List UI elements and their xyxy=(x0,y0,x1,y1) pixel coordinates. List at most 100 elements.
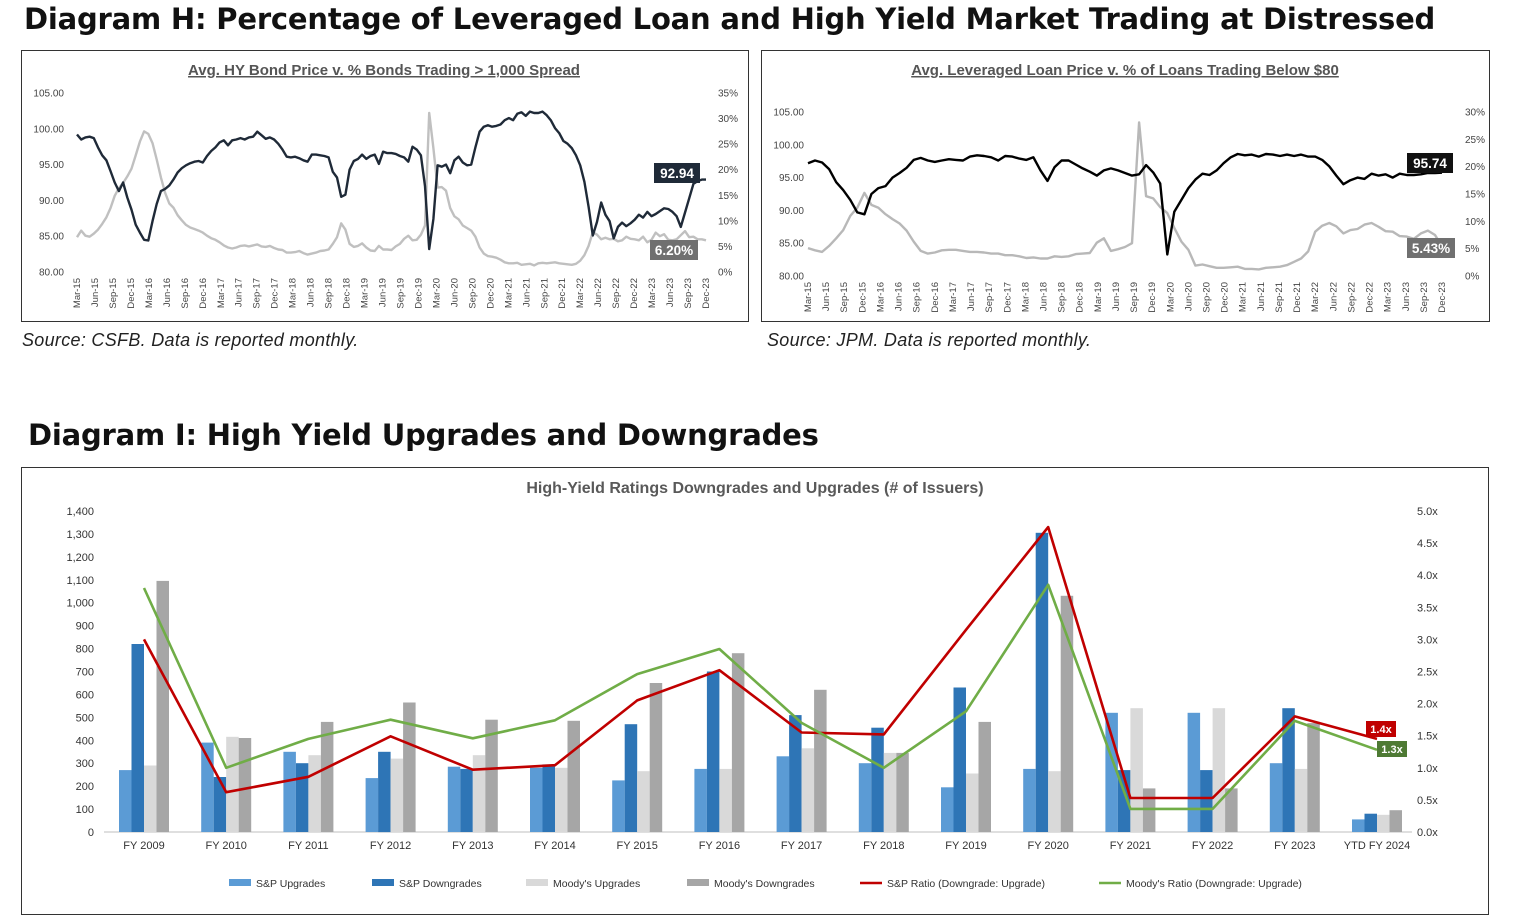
y-right-tick-label: 35% xyxy=(718,89,738,100)
y-right-tick-label: 0.0x xyxy=(1417,827,1438,839)
x-tick-label: Dec-15 xyxy=(857,282,868,313)
y-left-tick-label: 900 xyxy=(76,621,94,633)
s-p-upgrades-bar xyxy=(283,751,296,833)
hy-source-note: Source: CSFB. Data is reported monthly. xyxy=(22,330,359,350)
x-category-label: FY 2012 xyxy=(370,840,411,852)
y-left-tick-label: 80.00 xyxy=(779,272,804,283)
x-category-label: YTD FY 2024 xyxy=(1344,840,1410,852)
y-left-tick-label: 105.00 xyxy=(773,108,804,119)
y-right-tick-label: 3.5x xyxy=(1417,602,1438,614)
s-p-upgrades-bar xyxy=(365,778,379,832)
s-p-downgrades-bar xyxy=(871,727,884,832)
x-tick-label: Dec-21 xyxy=(557,278,568,309)
chart-title: High-Yield Ratings Downgrades and Upgrad… xyxy=(526,480,983,497)
y-left-tick-label: 1,100 xyxy=(66,575,94,587)
s-p-downgrades-bar xyxy=(1200,770,1213,832)
s-p-downgrades-bar xyxy=(295,763,309,832)
x-tick-label: Dec-16 xyxy=(930,282,941,313)
moody-s-downgrades-bar xyxy=(320,721,334,832)
y-right-tick-label: 15% xyxy=(718,191,738,202)
x-tick-label: Sep-21 xyxy=(539,278,550,309)
x-tick-label: Dec-16 xyxy=(198,278,209,309)
x-tick-label: Mar-18 xyxy=(1020,282,1031,312)
y-right-tick-label: 25% xyxy=(718,140,738,151)
y-left-tick-label: 90.00 xyxy=(39,196,64,207)
y-left-tick-label: 1,000 xyxy=(66,598,94,610)
x-category-label: FY 2023 xyxy=(1274,840,1315,852)
moody-s-downgrades-bar xyxy=(403,702,416,832)
moody-s-upgrades-bar xyxy=(1294,768,1308,832)
s-p-upgrades-bar xyxy=(1269,763,1283,832)
x-category-label: FY 2020 xyxy=(1028,840,1069,852)
y-left-tick-label: 80.00 xyxy=(39,268,64,279)
y-right-tick-label: 4.5x xyxy=(1417,538,1438,550)
x-tick-label: Mar-21 xyxy=(1238,282,1249,312)
s-p-downgrades-bar xyxy=(706,671,720,832)
y-right-tick-label: 15% xyxy=(1465,190,1485,201)
upgrades-downgrades-chart-panel: High-Yield Ratings Downgrades and Upgrad… xyxy=(21,467,1489,915)
moody-s-downgrades-bar xyxy=(731,653,745,832)
x-tick-label: Dec-17 xyxy=(1002,282,1013,313)
x-category-label: FY 2022 xyxy=(1192,840,1233,852)
sp-ratio-label-box xyxy=(1366,721,1396,737)
x-tick-label: Dec-20 xyxy=(1220,282,1231,313)
y-right-tick-label: 2.5x xyxy=(1417,667,1438,679)
x-tick-label: Sep-20 xyxy=(1202,282,1213,313)
s-p-upgrades-bar xyxy=(1352,819,1365,832)
x-tick-label: Sep-22 xyxy=(611,278,622,309)
legend-label: S&P Upgrades xyxy=(256,878,325,890)
x-tick-label: Jun-19 xyxy=(1111,282,1122,311)
y-right-tick-label: 0% xyxy=(718,268,733,279)
x-tick-label: Jun-17 xyxy=(966,282,977,311)
x-tick-label: Dec-20 xyxy=(485,278,496,309)
x-tick-label: Dec-21 xyxy=(1292,282,1303,313)
s-p-downgrades-bar xyxy=(460,768,473,832)
y-right-tick-label: 10% xyxy=(1465,217,1485,228)
legend-label: Moody's Ratio (Downgrade: Upgrade) xyxy=(1126,878,1302,890)
y-left-tick-label: 100.00 xyxy=(33,124,64,135)
x-tick-label: Jun-23 xyxy=(1401,282,1412,311)
y-left-tick-label: 0 xyxy=(88,827,94,839)
moody-s-downgrades-bar xyxy=(1389,810,1402,832)
x-category-label: FY 2011 xyxy=(288,840,329,852)
moody-s-upgrades-bar xyxy=(472,755,486,832)
y-right-tick-label: 2.0x xyxy=(1417,699,1438,711)
x-tick-label: Sep-16 xyxy=(912,282,923,313)
x-tick-label: Sep-15 xyxy=(108,278,119,309)
moody-s-upgrades-bar xyxy=(555,767,568,832)
x-tick-label: Jun-23 xyxy=(665,278,676,307)
moody-s-downgrades-bar xyxy=(814,689,827,832)
moody-s-upgrades-bar xyxy=(308,755,321,832)
y-left-tick-label: 1,300 xyxy=(66,529,94,541)
moodys-ratio-label: 1.3x xyxy=(1381,744,1403,756)
x-tick-label: Sep-21 xyxy=(1274,282,1285,313)
x-tick-label: Mar-17 xyxy=(948,282,959,312)
x-tick-label: Jun-22 xyxy=(1328,282,1339,311)
y-left-tick-label: 500 xyxy=(76,712,94,724)
moody-s-upgrades-bar xyxy=(883,752,897,832)
y-left-tick-label: 300 xyxy=(76,758,94,770)
s-p-upgrades-bar xyxy=(1187,712,1201,832)
moody-s-downgrades-bar xyxy=(649,683,663,832)
ll-source-note: Source: JPM. Data is reported monthly. xyxy=(767,330,1092,350)
s-p-downgrades-bar xyxy=(213,777,227,832)
y-right-tick-label: 3.0x xyxy=(1417,634,1438,646)
x-tick-label: Dec-18 xyxy=(1075,282,1086,313)
y-left-tick-label: 90.00 xyxy=(779,206,804,217)
x-category-label: FY 2015 xyxy=(617,840,658,852)
s-p-downgrades-bar xyxy=(624,724,638,832)
moody-s-downgrades-bar xyxy=(238,738,252,832)
hy-bond-chart: Avg. HY Bond Price v. % Bonds Trading > … xyxy=(33,62,738,309)
moody-s-downgrades-bar xyxy=(978,721,991,832)
x-tick-label: Dec-23 xyxy=(701,278,712,309)
x-tick-label: Jun-21 xyxy=(521,278,532,307)
x-tick-label: Jun-21 xyxy=(1256,282,1267,311)
chart-title: Avg. HY Bond Price v. % Bonds Trading > … xyxy=(188,62,580,79)
x-tick-label: Jun-17 xyxy=(234,278,245,307)
x-tick-label: Jun-19 xyxy=(378,278,389,307)
percent-line xyxy=(807,121,1444,271)
x-tick-label: Sep-18 xyxy=(324,278,335,309)
y-left-tick-label: 800 xyxy=(76,644,94,656)
s-p-downgrades-bar xyxy=(1282,708,1295,832)
x-tick-label: Sep-15 xyxy=(839,282,850,313)
